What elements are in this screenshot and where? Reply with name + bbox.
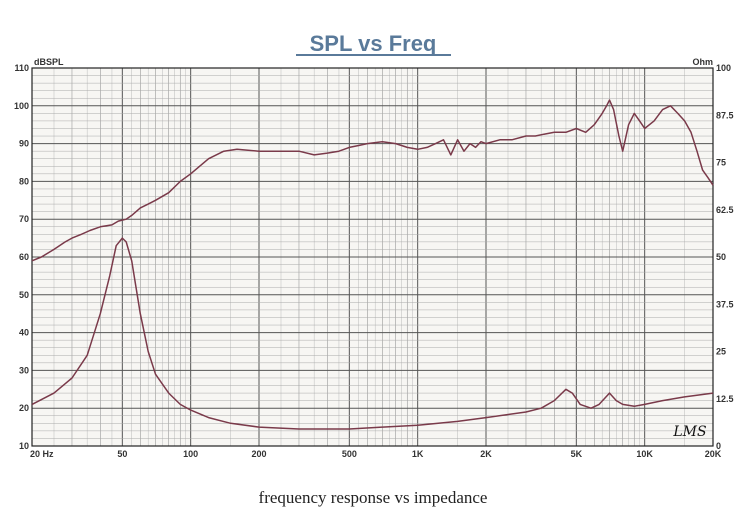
chart: SPL vs Freq dBSPL Ohm 10 20 30 40 50 60 70 80 90…	[14, 31, 734, 459]
plot-frame	[31, 67, 714, 447]
y-tick-label-right: 87.5	[716, 110, 734, 120]
y-tick-label-left: 70	[19, 214, 29, 224]
y-tick-label-left: 50	[19, 290, 29, 300]
curves	[31, 99, 714, 430]
x-tick-label: 20 Hz	[30, 449, 54, 459]
y-tick-label-right: 50	[716, 252, 726, 262]
y-tick-label-right: 75	[716, 158, 726, 168]
y-tick-label-left: 110	[14, 63, 29, 73]
y-tick-label-left: 30	[19, 365, 29, 375]
y-tick-label-right: 25	[716, 347, 726, 357]
y-tick-label-right: 37.5	[716, 299, 734, 309]
y-tick-label-right: 62.5	[716, 205, 734, 215]
y-tick-label-left: 60	[19, 252, 29, 262]
right-axis-unit: Ohm	[692, 57, 713, 67]
y-tick-label-right: 12.5	[716, 394, 734, 404]
x-tick-label: 200	[251, 449, 266, 459]
x-tick-label: 10K	[636, 449, 653, 459]
spl-curve	[31, 99, 714, 262]
y-tick-label-left: 40	[19, 328, 29, 338]
x-tick-label: 5K	[571, 449, 583, 459]
y-tick-label-left: 10	[19, 441, 29, 451]
figure-caption: frequency response vs impedance	[258, 488, 488, 507]
x-tick-label: 100	[183, 449, 198, 459]
impedance-curve	[31, 237, 714, 430]
y-tick-label-left: 100	[14, 101, 29, 111]
y-tick-label-right: 100	[716, 63, 731, 73]
chart-title: SPL vs Freq	[310, 31, 437, 56]
y-tick-label-right: 0	[716, 441, 721, 451]
left-axis-unit: dBSPL	[34, 57, 64, 67]
watermark-signature: LMS	[672, 424, 706, 440]
x-tick-label: 500	[342, 449, 357, 459]
y-tick-label-left: 20	[19, 403, 29, 413]
x-tick-label: 50	[117, 449, 127, 459]
x-tick-label: 2K	[480, 449, 492, 459]
ticks: 10 20 30 40 50 60 70 80 90 100 110 0 12.5 25 37.5 50 62.…	[14, 63, 734, 459]
grid	[31, 67, 714, 447]
x-tick-label: 20K	[705, 449, 722, 459]
x-tick-label: 1K	[412, 449, 424, 459]
y-tick-label-left: 90	[19, 139, 29, 149]
y-tick-label-left: 80	[19, 176, 29, 186]
